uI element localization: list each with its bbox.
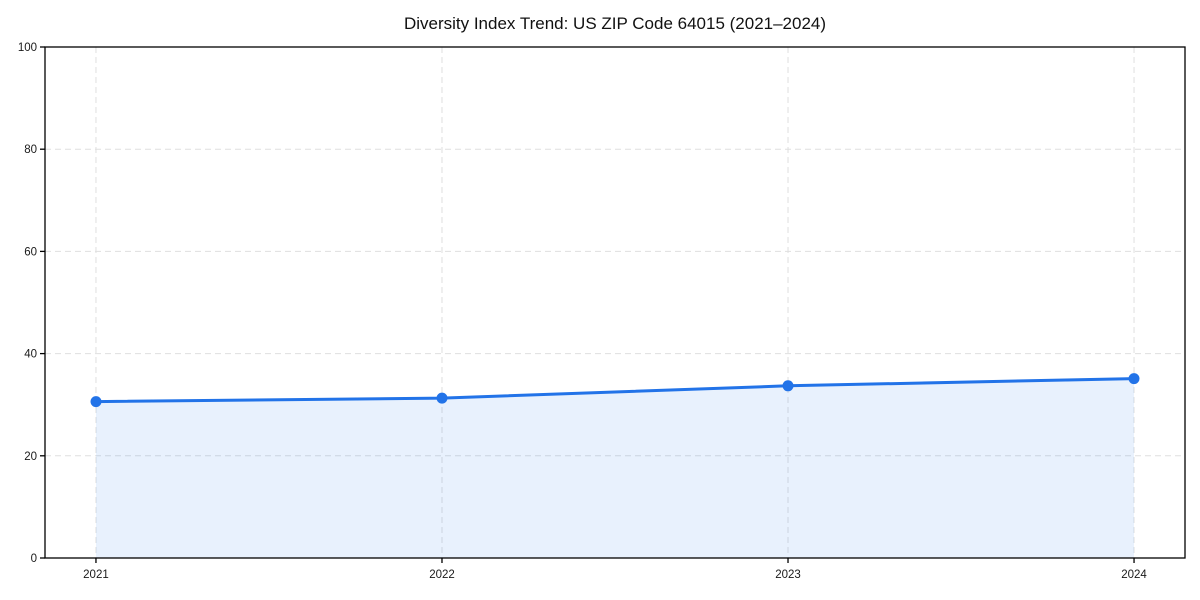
plot-frame — [44, 46, 1186, 559]
x-tick-label: 2022 — [429, 569, 455, 581]
x-tick-label: 2021 — [83, 569, 109, 581]
axis-ticks-layer — [40, 46, 1135, 563]
axis-tick-labels-layer: 0 20 40 60 80 100 2021 2022 2023 2024 — [18, 42, 1148, 581]
plot-frame-layer — [44, 46, 1186, 559]
x-tick-label: 2024 — [1121, 569, 1147, 581]
data-point-markers-layer — [90, 373, 1140, 408]
area-fill — [96, 378, 1134, 558]
data-point-2022 — [436, 392, 448, 404]
y-tick-label: 0 — [31, 553, 37, 565]
data-point-2021 — [90, 396, 102, 408]
trend-line — [94, 377, 1136, 404]
y-tick-label: 60 — [24, 246, 37, 258]
data-point-2024 — [1128, 373, 1140, 385]
area-fill-layer — [96, 378, 1134, 558]
y-tick-label: 80 — [24, 144, 37, 156]
gridlines-layer — [45, 47, 1185, 558]
x-tick-label: 2023 — [775, 569, 801, 581]
chart-title: Diversity Index Trend: US ZIP Code 64015… — [404, 14, 826, 33]
y-tick-label: 100 — [18, 42, 37, 54]
trend-line-layer — [94, 377, 1136, 404]
y-tick-label: 40 — [24, 349, 37, 361]
data-point-2023 — [782, 380, 794, 392]
y-tick-label: 20 — [24, 451, 37, 463]
